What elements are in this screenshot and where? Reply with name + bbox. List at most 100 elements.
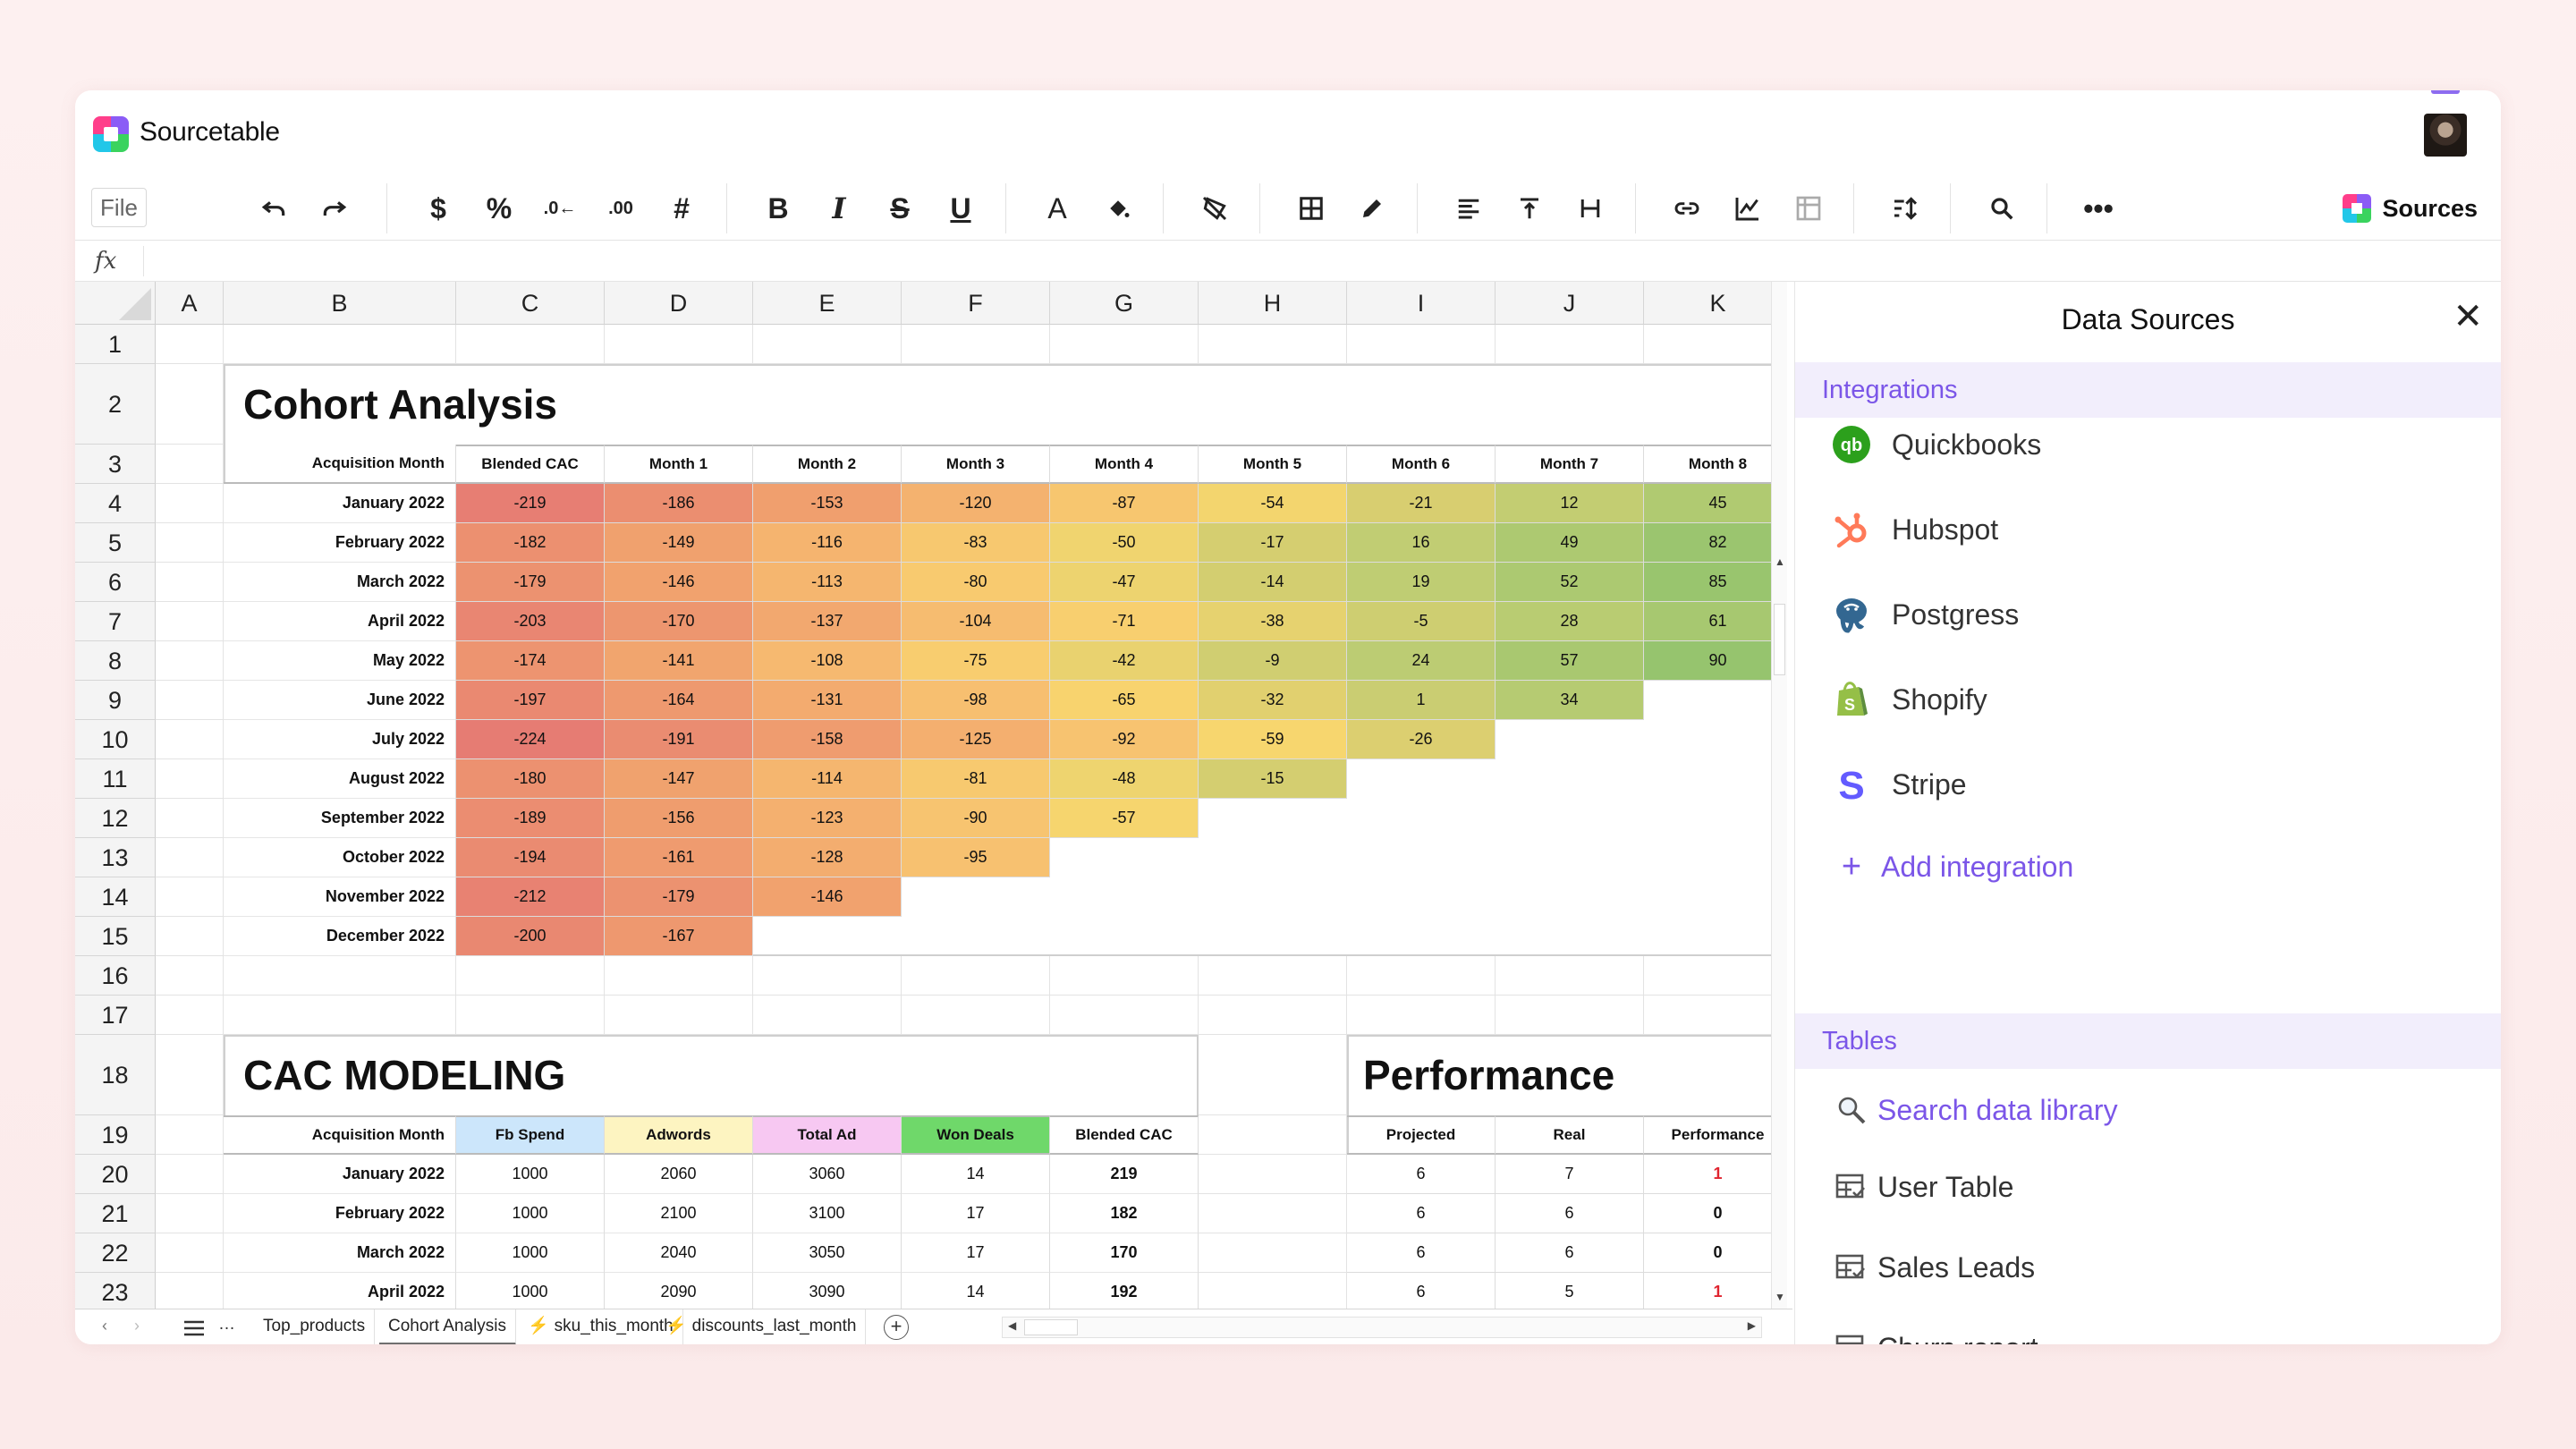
more-icon[interactable]: ••• (2083, 191, 2114, 225)
row-header[interactable]: 12 (75, 799, 156, 838)
grid-cell[interactable] (605, 956, 753, 996)
column-header[interactable]: I (1347, 282, 1496, 325)
cohort-value-cell[interactable]: -5 (1347, 602, 1496, 641)
cac-value-cell[interactable]: 1000 (456, 1233, 605, 1273)
sheet-tab[interactable]: ⚡ sku_this_month (519, 1309, 683, 1344)
user-avatar[interactable] (2424, 114, 2467, 157)
grid-cell[interactable] (156, 1115, 224, 1155)
cac-value-cell[interactable]: 3100 (753, 1194, 902, 1233)
horizontal-scroll-thumb[interactable] (1024, 1319, 1078, 1335)
horizontal-scrollbar[interactable]: ◀ ▶ (1002, 1317, 1762, 1338)
cohort-value-cell[interactable]: -87 (1050, 484, 1199, 523)
cohort-value-cell[interactable]: -146 (605, 563, 753, 602)
cohort-value-cell[interactable]: 90 (1644, 641, 1775, 681)
grid-cell[interactable] (156, 523, 224, 563)
file-menu-button[interactable]: File (91, 188, 147, 227)
cohort-value-cell[interactable]: 1 (1347, 681, 1496, 720)
cohort-value-cell[interactable]: -149 (605, 523, 753, 563)
cohort-value-cell[interactable]: 28 (1496, 602, 1644, 641)
formula-bar[interactable]: fx (75, 241, 2501, 282)
grid-cell[interactable] (156, 877, 224, 917)
column-header[interactable]: A (156, 282, 224, 325)
cohort-value-cell[interactable]: -128 (753, 838, 902, 877)
valign-top-icon[interactable] (1510, 189, 1549, 228)
cohort-value-cell[interactable]: -224 (456, 720, 605, 759)
strikethrough-icon[interactable]: S (890, 191, 910, 225)
row-header[interactable]: 1 (75, 325, 156, 364)
vertical-scroll-thumb[interactable] (1774, 604, 1785, 675)
grid-cell[interactable] (1199, 996, 1347, 1035)
grid-cell[interactable] (902, 956, 1050, 996)
cohort-value-cell[interactable]: -123 (753, 799, 902, 838)
grid-cell[interactable] (156, 1273, 224, 1309)
performance-value-cell[interactable]: 6 (1347, 1155, 1496, 1194)
cohort-value-cell[interactable]: 52 (1496, 563, 1644, 602)
cohort-value-cell[interactable]: -194 (456, 838, 605, 877)
integration-shopify[interactable]: S Shopify (1831, 674, 1987, 724)
cohort-value-cell[interactable]: -167 (605, 917, 753, 956)
grid-cell[interactable] (1496, 325, 1644, 364)
cohort-value-cell[interactable]: -15 (1199, 759, 1347, 799)
grid-cell[interactable] (156, 917, 224, 956)
cohort-value-cell[interactable]: -164 (605, 681, 753, 720)
column-header[interactable]: D (605, 282, 753, 325)
cohort-value-cell[interactable]: -98 (902, 681, 1050, 720)
italic-icon[interactable]: I (832, 191, 846, 225)
grid-cell[interactable] (1199, 1035, 1347, 1115)
grid-cell[interactable] (1199, 325, 1347, 364)
performance-value-cell[interactable]: 0 (1644, 1194, 1775, 1233)
performance-value-cell[interactable]: 1 (1644, 1155, 1775, 1194)
table-item[interactable]: Churn report (1831, 1323, 2038, 1344)
cohort-value-cell[interactable]: 85 (1644, 563, 1775, 602)
cohort-value-cell[interactable]: -174 (456, 641, 605, 681)
cac-value-cell[interactable]: 17 (902, 1233, 1050, 1273)
cohort-value-cell[interactable]: -95 (902, 838, 1050, 877)
cohort-value-cell[interactable]: -71 (1050, 602, 1199, 641)
increase-decimal-icon[interactable]: .00 (608, 198, 633, 218)
grid-cell[interactable] (1644, 956, 1775, 996)
text-color-icon[interactable]: A (1047, 191, 1067, 225)
grid-cell[interactable] (156, 956, 224, 996)
cohort-value-cell[interactable]: -182 (456, 523, 605, 563)
number-format-icon[interactable]: # (674, 191, 690, 225)
grid-cell[interactable] (1644, 325, 1775, 364)
row-header[interactable]: 23 (75, 1273, 156, 1309)
grid-cell[interactable] (156, 759, 224, 799)
add-sheet-icon[interactable]: + (884, 1315, 909, 1340)
table-item[interactable]: Sales Leads (1831, 1242, 2035, 1292)
grid-cell[interactable] (1199, 1233, 1347, 1273)
table-item[interactable]: User Table (1831, 1162, 2013, 1212)
grid-cell[interactable] (156, 1194, 224, 1233)
align-left-icon[interactable] (1449, 189, 1488, 228)
grid-cell[interactable] (1496, 956, 1644, 996)
grid-cell[interactable] (456, 996, 605, 1035)
cohort-value-cell[interactable]: -50 (1050, 523, 1199, 563)
cac-value-cell[interactable]: 3060 (753, 1155, 902, 1194)
cac-value-cell[interactable]: 1000 (456, 1155, 605, 1194)
cac-value-cell[interactable]: 170 (1050, 1233, 1199, 1273)
cac-value-cell[interactable]: 3090 (753, 1273, 902, 1309)
cohort-value-cell[interactable]: -180 (456, 759, 605, 799)
cohort-value-cell[interactable]: 45 (1644, 484, 1775, 523)
grid-cell[interactable] (156, 996, 224, 1035)
sources-button[interactable]: Sources (2343, 192, 2478, 225)
more-tabs-icon[interactable]: … (218, 1315, 235, 1334)
tab-scroll-left-icon[interactable]: ‹ (102, 1317, 107, 1335)
integration-postgres[interactable]: Postgress (1831, 589, 2019, 640)
cohort-value-cell[interactable]: -17 (1199, 523, 1347, 563)
row-header[interactable]: 4 (75, 484, 156, 523)
row-header[interactable]: 2 (75, 364, 156, 445)
close-icon[interactable]: ✕ (2453, 297, 2483, 336)
cohort-value-cell[interactable]: -212 (456, 877, 605, 917)
cohort-value-cell[interactable]: -146 (753, 877, 902, 917)
add-integration-button[interactable]: + Add integration (1831, 842, 2073, 892)
row-header[interactable]: 11 (75, 759, 156, 799)
grid-cell[interactable] (902, 325, 1050, 364)
cohort-value-cell[interactable]: 16 (1347, 523, 1496, 563)
cac-value-cell[interactable]: 182 (1050, 1194, 1199, 1233)
performance-value-cell[interactable]: 0 (1644, 1233, 1775, 1273)
select-all-corner[interactable] (75, 282, 156, 325)
row-header[interactable]: 17 (75, 996, 156, 1035)
grid-cell[interactable] (1347, 325, 1496, 364)
cohort-value-cell[interactable]: -156 (605, 799, 753, 838)
